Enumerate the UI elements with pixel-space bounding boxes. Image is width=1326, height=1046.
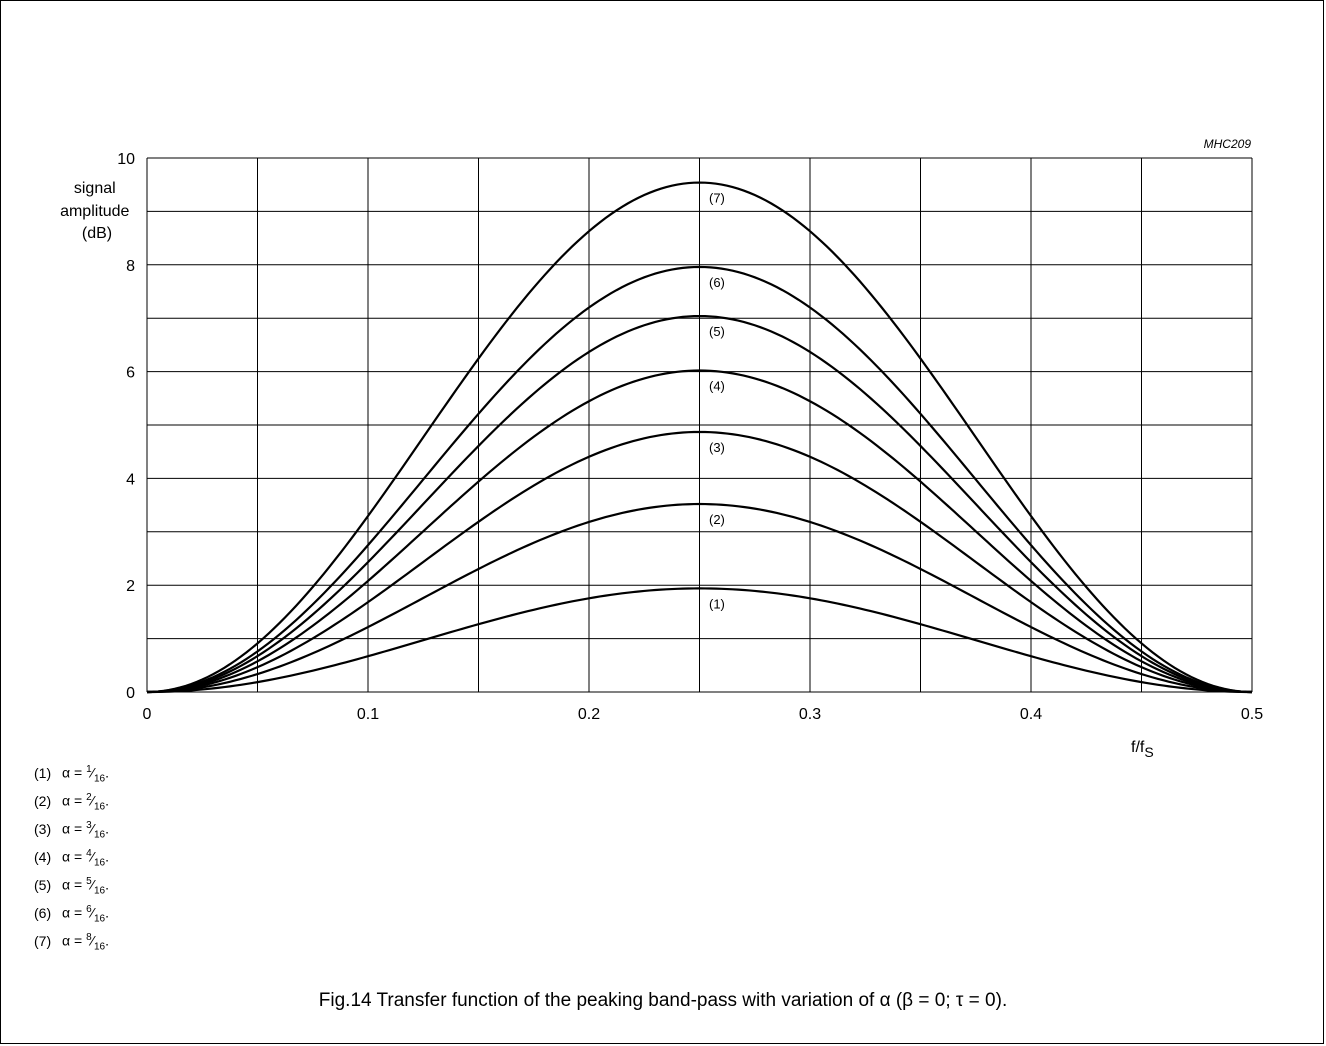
y-tick-label: 0 <box>126 685 135 702</box>
legend-num: 8 <box>86 932 92 943</box>
legend-num: 3 <box>86 820 92 831</box>
legend-id: (2) <box>34 792 52 809</box>
grid <box>146 157 1253 693</box>
legend-prefix: α = <box>62 792 87 809</box>
series-label: (1) <box>709 596 725 611</box>
fraction-slash: ⁄ <box>91 792 94 809</box>
legend-den: 16 <box>93 773 106 785</box>
legend-id: (3) <box>34 820 52 837</box>
y-axis-label-line: (dB) <box>82 225 112 242</box>
y-tick-label: 2 <box>126 578 135 595</box>
legend-num: 4 <box>86 848 92 859</box>
legend-num: 1 <box>86 764 92 775</box>
series-label: (2) <box>709 512 725 527</box>
fraction-slash: ⁄ <box>91 848 94 865</box>
series-line <box>146 369 1253 694</box>
series-line <box>146 181 1253 694</box>
y-axis-label-line: amplitude <box>60 203 129 220</box>
x-axis-label-sub: S <box>1144 744 1153 760</box>
x-tick-label: 0.5 <box>1241 706 1263 723</box>
legend-prefix: α = <box>62 764 87 781</box>
series-line <box>146 265 1253 694</box>
x-tick-label: 0.1 <box>357 706 379 723</box>
curves <box>146 181 1253 694</box>
fraction-slash: ⁄ <box>91 876 94 893</box>
x-axis-label: f/fS <box>1131 739 1154 760</box>
legend-suffix: . <box>105 792 109 809</box>
x-tick-label: 0.3 <box>799 706 821 723</box>
legend-prefix: α = <box>62 904 87 921</box>
legend-suffix: . <box>105 904 109 921</box>
legend-den: 16 <box>93 857 106 869</box>
legend-item: (7) α = 8⁄16. <box>34 931 109 954</box>
legend-item: (3) α = 3⁄16. <box>34 819 109 842</box>
legend-den: 16 <box>93 941 106 953</box>
y-tick-label: 4 <box>126 471 135 488</box>
legend-den: 16 <box>93 885 106 897</box>
fraction-slash: ⁄ <box>91 764 94 781</box>
series-line <box>146 430 1253 694</box>
series-label: (6) <box>709 275 725 290</box>
legend-prefix: α = <box>62 848 87 865</box>
y-tick-label: 8 <box>126 258 135 275</box>
x-axis-label-main: f/f <box>1131 739 1145 756</box>
legend-num: 2 <box>86 792 92 803</box>
tick-labels: 0 0.1 0.2 0.3 0.4 0.5 0 2 4 6 8 10 <box>117 151 1263 723</box>
legend-item: (6) α = 6⁄16. <box>34 903 109 926</box>
series-label: (4) <box>709 379 725 394</box>
fraction-slash: ⁄ <box>91 904 94 921</box>
legend-suffix: . <box>105 876 109 893</box>
series-line <box>146 314 1253 694</box>
series-line <box>146 587 1253 694</box>
legend-suffix: . <box>105 848 109 865</box>
y-tick-label: 10 <box>117 151 135 168</box>
legend-num: 5 <box>86 876 92 887</box>
legend-item: (2) α = 2⁄16. <box>34 791 109 814</box>
legend-suffix: . <box>105 932 109 949</box>
legend-id: (5) <box>34 876 52 893</box>
fraction-slash: ⁄ <box>91 932 94 949</box>
figure-caption: Fig.14 Transfer function of the peaking … <box>318 990 1008 1011</box>
legend-prefix: α = <box>62 932 87 949</box>
x-tick-label: 0 <box>143 706 152 723</box>
legend-id: (1) <box>34 764 52 781</box>
legend-den: 16 <box>93 913 106 925</box>
x-tick-label: 0.2 <box>578 706 600 723</box>
legend-item: (5) α = 5⁄16. <box>34 875 109 898</box>
fraction-slash: ⁄ <box>91 820 94 837</box>
y-axis-label: signal amplitude (dB) <box>60 180 134 242</box>
legend-suffix: . <box>105 764 109 781</box>
series-label: (7) <box>709 191 725 206</box>
legend-den: 16 <box>93 829 106 841</box>
curve-labels: (1) (2) (3) (4) (5) (6) (7) <box>709 191 725 612</box>
y-tick-label: 6 <box>126 365 135 382</box>
legend-suffix: . <box>105 820 109 837</box>
series-label: (3) <box>709 440 725 455</box>
series-label: (5) <box>709 324 725 339</box>
legend-prefix: α = <box>62 876 87 893</box>
legend-id: (4) <box>34 848 52 865</box>
legend-num: 6 <box>86 904 92 915</box>
y-axis-label-line: signal <box>74 180 116 197</box>
figure-code: MHC209 <box>1204 137 1252 151</box>
legend-id: (6) <box>34 904 52 921</box>
legend-id: (7) <box>34 932 52 949</box>
series-line <box>146 502 1253 694</box>
legend-item: (4) α = 4⁄16. <box>34 847 109 870</box>
legend-prefix: α = <box>62 820 87 837</box>
x-tick-label: 0.4 <box>1020 706 1042 723</box>
legend-item: (1) α = 1⁄16. <box>34 763 109 786</box>
legend-den: 16 <box>93 801 106 813</box>
